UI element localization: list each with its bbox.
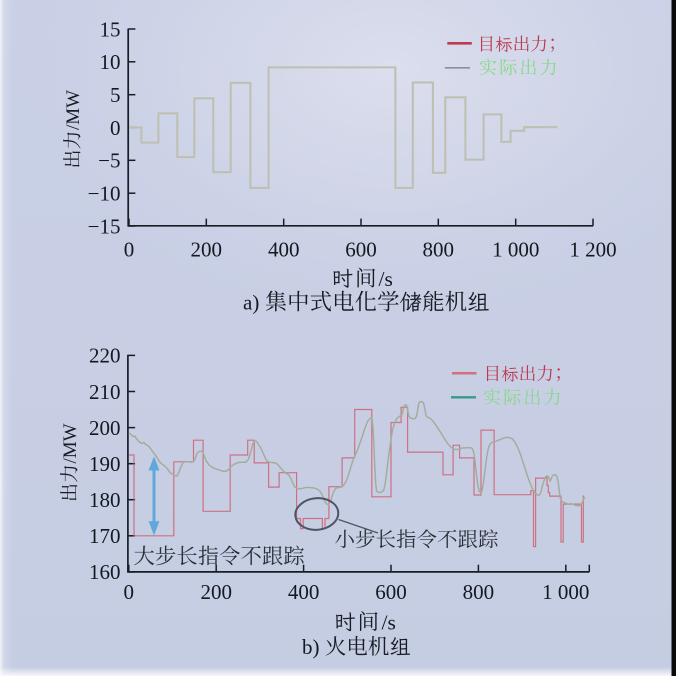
svg-text:800: 800: [463, 580, 495, 604]
svg-text:400: 400: [288, 580, 320, 604]
svg-text:/MW: /MW: [63, 90, 84, 130]
svg-text:170: 170: [89, 524, 121, 548]
svg-text:1 200: 1 200: [569, 238, 616, 262]
svg-text:−10: −10: [88, 182, 121, 206]
svg-text:1 000: 1 000: [542, 580, 589, 604]
svg-text:160: 160: [89, 560, 121, 584]
svg-text:−5: −5: [98, 149, 120, 173]
svg-text:0: 0: [110, 116, 121, 140]
svg-text:210: 210: [89, 380, 121, 404]
svg-text:220: 220: [89, 344, 121, 368]
svg-text:−15: −15: [88, 214, 121, 238]
svg-text:200: 200: [200, 580, 232, 604]
svg-text:10: 10: [100, 50, 121, 74]
svg-text:0: 0: [124, 580, 135, 604]
svg-text:200: 200: [191, 238, 223, 262]
svg-text:600: 600: [375, 580, 407, 604]
svg-text:b): b): [302, 635, 320, 659]
svg-text:600: 600: [345, 238, 377, 262]
svg-text:5: 5: [110, 83, 121, 107]
svg-text:1 000: 1 000: [492, 238, 539, 262]
svg-text:/s: /s: [382, 610, 396, 634]
svg-text:a): a): [243, 291, 259, 315]
svg-text:180: 180: [89, 488, 121, 512]
svg-text:/MW: /MW: [60, 423, 81, 463]
svg-text:400: 400: [268, 238, 300, 262]
svg-text:0: 0: [124, 238, 135, 262]
svg-text:/s: /s: [379, 267, 393, 291]
svg-text:200: 200: [89, 416, 121, 440]
svg-text:190: 190: [89, 452, 121, 476]
svg-text:800: 800: [423, 238, 455, 262]
svg-text:15: 15: [100, 17, 121, 41]
